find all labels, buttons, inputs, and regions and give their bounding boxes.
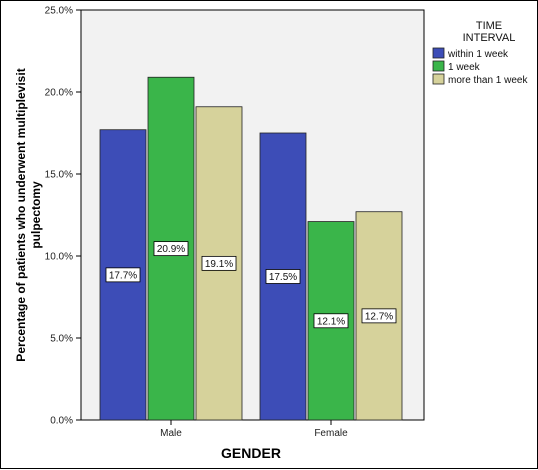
y-tick-label: 10.0% — [45, 252, 73, 263]
y-axis-title-line-1: Percentage of patients who underwent mul… — [14, 68, 28, 361]
x-tick-label: Female — [314, 428, 348, 439]
y-tick-label: 5.0% — [50, 334, 73, 345]
data-label-box — [361, 308, 397, 324]
data-label: 12.1% — [317, 316, 345, 327]
x-axis-title: GENDER — [221, 445, 281, 461]
legend-label: 1 week — [448, 62, 481, 73]
legend-swatch — [432, 73, 445, 85]
data-label: 17.7% — [109, 270, 137, 281]
data-label: 20.9% — [157, 244, 185, 255]
data-label: 19.1% — [205, 259, 233, 270]
data-label-box — [153, 241, 189, 257]
legend-label: more than 1 week — [448, 75, 528, 86]
y-tick-label: 0.0% — [50, 416, 73, 427]
y-axis-title-line-2: pulpectomy — [29, 181, 43, 249]
x-tick-label: Male — [160, 428, 182, 439]
y-tick-label: 15.0% — [45, 170, 73, 181]
data-label: 17.5% — [269, 272, 297, 283]
y-tick-label: 20.0% — [45, 88, 73, 99]
legend-swatch — [432, 47, 445, 59]
data-label-box — [201, 255, 237, 271]
legend-swatch — [432, 60, 445, 72]
data-label-box — [105, 267, 141, 283]
legend-title-line-1: TIME — [476, 20, 502, 32]
legend-title-line-2: INTERVAL — [463, 32, 516, 44]
data-label-box — [313, 313, 349, 329]
data-label: 12.7% — [365, 311, 393, 322]
y-tick-label: 25.0% — [45, 6, 73, 17]
data-label-box — [265, 269, 301, 284]
legend-label: within 1 week — [447, 49, 509, 60]
